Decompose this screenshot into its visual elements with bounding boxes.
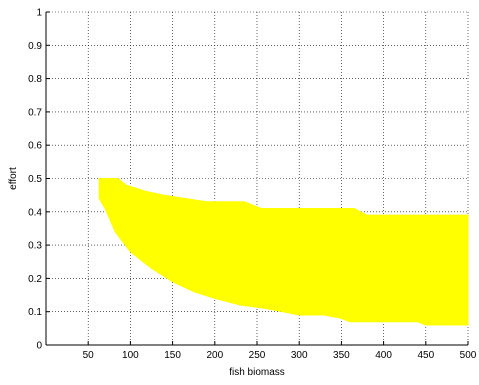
y-tick-label: 0.6	[28, 141, 42, 152]
feasible-region-layer	[98, 178, 469, 326]
x-tick-label: 200	[206, 350, 223, 361]
x-tick-label: 100	[122, 350, 139, 361]
feasible-region	[98, 178, 469, 326]
y-axis-label: effort	[8, 167, 19, 190]
y-tick-label: 0.5	[28, 174, 42, 185]
y-tick-label: 0	[36, 341, 42, 352]
x-axis-label: fish biomass	[229, 367, 285, 378]
x-tick-label: 150	[164, 350, 181, 361]
x-tick-label: 350	[333, 350, 350, 361]
y-tick-label: 1	[36, 8, 42, 19]
x-tick-label: 500	[460, 350, 477, 361]
y-tick-label: 0.7	[28, 107, 42, 118]
y-tick-label: 0.1	[28, 307, 42, 318]
x-tick-label: 450	[417, 350, 434, 361]
x-tick-label: 250	[249, 350, 266, 361]
y-axis-ticks: 0 0.1 0.2 0.3 0.4 0.5 0.6 0.7 0.8 0.9 1	[28, 8, 50, 352]
y-tick-label: 0.3	[28, 241, 42, 252]
x-axis-ticks: 50 100 150 200 250 300 350 400 450 500	[83, 341, 477, 361]
x-tick-label: 400	[375, 350, 392, 361]
y-tick-label: 0.9	[28, 41, 42, 52]
y-tick-label: 0.8	[28, 74, 42, 85]
x-tick-label: 300	[291, 350, 308, 361]
y-tick-label: 0.4	[28, 207, 42, 218]
y-tick-label: 0.2	[28, 274, 42, 285]
x-tick-label: 50	[83, 350, 95, 361]
